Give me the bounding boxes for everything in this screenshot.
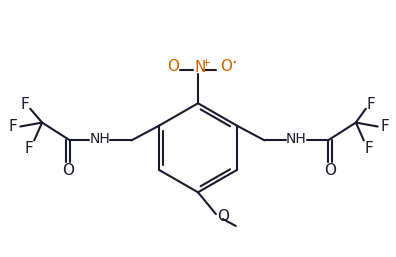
Text: O: O (217, 208, 229, 224)
Text: O: O (62, 162, 74, 178)
Text: O: O (167, 59, 179, 74)
Text: F: F (380, 119, 389, 134)
Text: F: F (364, 141, 373, 156)
Text: ·: · (231, 54, 237, 72)
Text: F: F (366, 97, 375, 112)
Text: NH: NH (286, 132, 307, 146)
Text: NH: NH (89, 132, 110, 146)
Text: N: N (194, 60, 206, 75)
Text: O: O (324, 162, 336, 178)
Text: O: O (220, 59, 232, 74)
Text: +: + (202, 58, 211, 68)
Text: F: F (21, 97, 30, 112)
Text: F: F (9, 119, 18, 134)
Text: F: F (25, 141, 34, 156)
